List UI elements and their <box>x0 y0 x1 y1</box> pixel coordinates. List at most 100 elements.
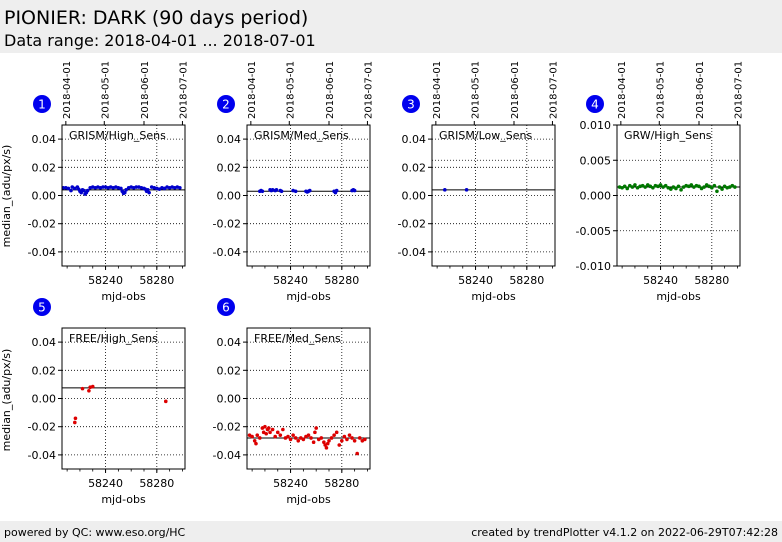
panel-4-data-point <box>643 185 647 189</box>
panel-4-data-point <box>663 183 668 188</box>
panel-5-x-tick-label: 58240 <box>88 477 123 490</box>
panel-6-data-point <box>288 437 293 442</box>
panel-1-data-point <box>69 188 73 193</box>
panel-5-badge <box>33 298 51 316</box>
panel-6-y-tick-label: 0.02 <box>217 364 242 377</box>
panel-2-data-point <box>293 189 298 194</box>
panel-6-data-point <box>350 436 354 440</box>
panel-4-data-point <box>669 187 673 191</box>
panel-4-data-point <box>733 185 737 189</box>
panel-4-data-point <box>710 185 714 190</box>
panel-6-data-point <box>252 439 257 443</box>
header-bar: PIONIER: DARK (90 days period) Data rang… <box>0 0 782 53</box>
panel-3-y-tick-label: 0.04 <box>402 133 427 146</box>
panel-5-y-tick-label: -0.02 <box>28 421 56 434</box>
panel-1-y-tick-label: 0.02 <box>32 161 57 174</box>
panel-4-badge-number: 4 <box>591 98 599 112</box>
panel-3-series-label: GRISM/Low_Sens <box>439 129 532 142</box>
panel-1-series-label: GRISM/High_Sens <box>69 129 166 142</box>
panel-2-y-tick-label: -0.02 <box>213 218 241 231</box>
panel-6-data-point <box>258 436 262 440</box>
panel-2-series-label: GRISM/Med_Sens <box>254 129 349 142</box>
panel-4-data-point <box>697 184 701 189</box>
panel-6-data-point <box>337 443 342 447</box>
panel-5-x-tick-label: 58280 <box>139 477 174 490</box>
panel-3-y-tick-label: 0.00 <box>402 190 427 203</box>
panel-3-date-tick-label: 2018-06-01 <box>510 61 521 119</box>
panel-6-data-point <box>329 436 334 440</box>
panel-6-y-tick-label: -0.02 <box>213 421 241 434</box>
panel-6-data-point <box>266 426 271 430</box>
panel-3-date-tick-label: 2018-07-01 <box>548 61 559 119</box>
panel-6-series-label: FREE/Med_Sens <box>254 332 341 345</box>
panel-2-x-axis-label: mjd-obs <box>286 290 331 303</box>
panel-3-y-tick-label: 0.02 <box>402 161 427 174</box>
panel-6-data-point <box>301 437 306 442</box>
panel-2-date-tick-label: 2018-05-01 <box>285 61 296 119</box>
panel-5-y-tick-label: 0.00 <box>32 393 57 406</box>
panel-4-data-point <box>679 188 683 192</box>
page-title: PIONIER: DARK (90 days period) <box>4 7 309 29</box>
panel-1-badge-number: 1 <box>38 98 46 112</box>
panel-4-y-tick-label: -0.010 <box>576 260 611 273</box>
panel-6-data-point <box>270 427 275 432</box>
panel-4-date-tick-label: 2018-07-01 <box>733 61 744 119</box>
panel-6-data-point <box>340 439 344 443</box>
panel-6-y-tick-label: 0.00 <box>217 393 242 406</box>
panel-3-data-point <box>464 188 469 192</box>
panel-6-data-point <box>332 433 336 437</box>
panel-2-badge <box>217 95 235 113</box>
panel-2-y-tick-label: 0.00 <box>217 190 242 203</box>
panel-6-badge <box>217 298 235 316</box>
panel-5-data-point <box>80 386 85 391</box>
panel-5-data-point <box>90 384 95 389</box>
panel-2-date-tick-label: 2018-06-01 <box>325 61 336 119</box>
panel-5-y-tick-label: -0.04 <box>28 449 56 462</box>
panel-6-data-point <box>254 441 258 446</box>
panel-4-date-tick-label: 2018-04-01 <box>617 61 628 119</box>
panel-2-data-point <box>279 189 284 194</box>
panel-1-data-point <box>147 190 151 195</box>
panel-6-data-point <box>255 433 260 437</box>
panel-4-data-point <box>676 184 681 189</box>
panel-6-data-point <box>357 436 362 440</box>
panel-1-data-point <box>101 185 105 189</box>
panel-1-date-tick-label: 2018-07-01 <box>178 61 189 119</box>
panel-6-data-point <box>291 433 295 437</box>
panel-1-x-axis-label: mjd-obs <box>101 290 146 303</box>
panel-6-data-point <box>268 430 272 435</box>
panel-2-y-tick-label: 0.04 <box>217 133 242 146</box>
footer-powered-by: powered by QC: www.eso.org/HC <box>4 526 186 539</box>
panel-1-data-point <box>79 190 84 195</box>
panel-1-data-point <box>178 185 182 190</box>
panel-1-y-tick-label: -0.04 <box>28 246 56 259</box>
panel-6-data-point <box>286 434 290 439</box>
footer-bar: powered by QC: www.eso.org/HC created by… <box>0 521 782 542</box>
panel-6-data-point <box>278 433 283 437</box>
panel-6-data-point <box>273 434 277 439</box>
panel-6-data-point <box>322 440 326 445</box>
panel-2-data-point <box>307 188 312 193</box>
panel-6-data-point <box>342 434 347 439</box>
panel-6-data-point <box>324 446 329 450</box>
panel-3-date-tick-label: 2018-05-01 <box>470 61 481 119</box>
panel-6-x-axis-label: mjd-obs <box>286 493 331 506</box>
panel-3-date-tick-label: 2018-04-01 <box>432 61 443 119</box>
panel-4-data-point <box>630 185 635 189</box>
panel-6-data-point <box>325 441 330 446</box>
panel-1-data-point <box>134 185 139 189</box>
panel-4-data-point <box>625 186 630 191</box>
panel-4-data-point <box>651 185 655 190</box>
panel-5-y-tick-label: 0.04 <box>32 336 57 349</box>
panel-4-data-point <box>720 187 724 191</box>
panel-6-data-point <box>363 437 367 442</box>
panel-4-series-label: GRW/High_Sens <box>624 129 712 142</box>
panel-3-badge <box>402 95 420 113</box>
panel-6-data-point <box>352 439 357 443</box>
panel-6-data-point <box>250 434 254 439</box>
panel-4-x-tick-label: 58280 <box>694 274 729 287</box>
panel-4-date-tick-label: 2018-05-01 <box>655 61 666 119</box>
panel-1-data-point <box>119 186 123 191</box>
panel-6-data-point <box>327 439 331 443</box>
panel-5-x-axis-label: mjd-obs <box>101 493 146 506</box>
